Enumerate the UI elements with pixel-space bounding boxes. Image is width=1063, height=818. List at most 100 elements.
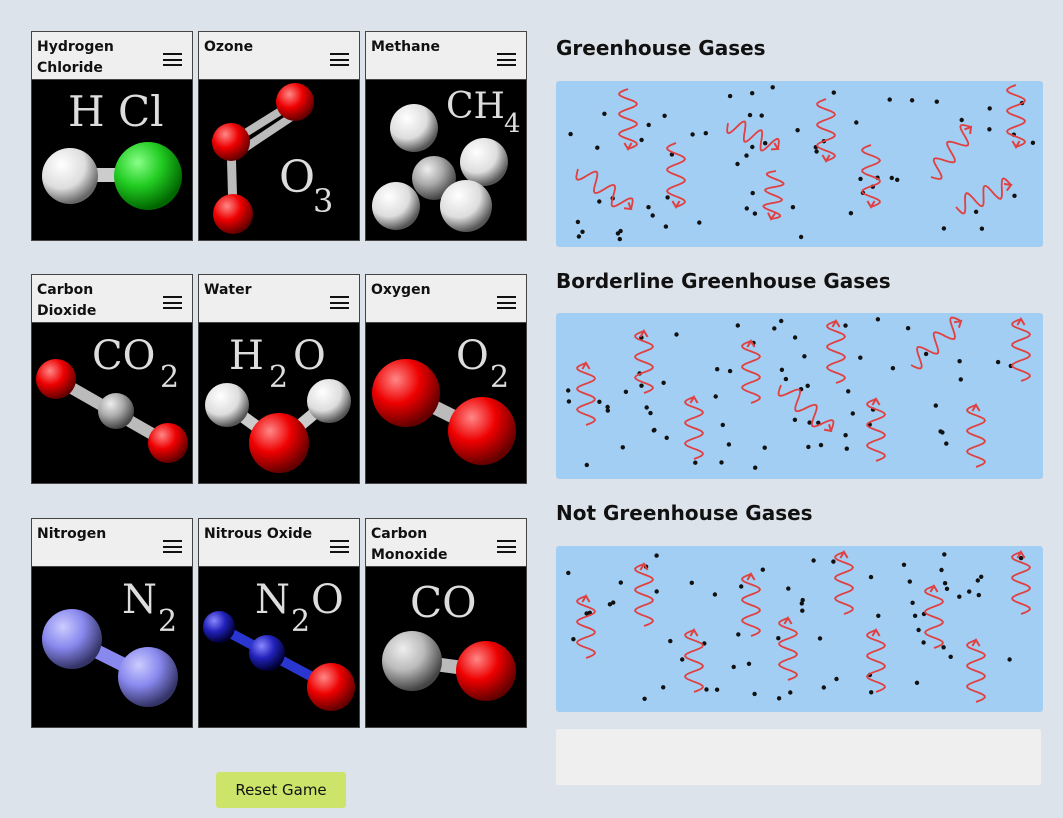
dropzone-not-greenhouse[interactable] [556, 546, 1043, 712]
air-molecule-dot [975, 578, 980, 583]
svg-text:CO: CO [92, 333, 155, 379]
air-molecule-dot [575, 219, 581, 225]
card-title: Hydrogen Chloride [37, 39, 114, 76]
molecule-card-carbon-dioxide[interactable]: Carbon Dioxide CO 2 [31, 274, 193, 484]
air-molecule-dot [668, 638, 673, 644]
air-molecule-dot [944, 586, 950, 591]
radiation-wave-arrow [1010, 318, 1032, 382]
air-molecule-dot [901, 562, 907, 567]
molecule-card-water[interactable]: Water H 2 O [198, 274, 360, 484]
hamburger-menu-icon[interactable] [330, 540, 349, 553]
air-molecule-dot [605, 408, 610, 413]
radiation-wave-arrow [910, 316, 962, 370]
hamburger-menu-icon[interactable] [330, 53, 349, 66]
air-molecule-dot [607, 602, 613, 607]
section-title-not-greenhouse: Not Greenhouse Gases [556, 501, 813, 525]
arrow-head-icon [1016, 550, 1026, 559]
air-molecule-dot [746, 661, 752, 666]
water-molecule-image: H 2 O [205, 333, 351, 473]
air-molecule-dot [571, 637, 576, 642]
air-molecule-dot [783, 376, 789, 382]
radiation-wave-arrow [825, 320, 847, 384]
hamburger-menu-icon[interactable] [163, 53, 182, 66]
svg-text:O: O [311, 577, 344, 623]
ozone-molecule-image: O 3 [212, 83, 333, 234]
air-molecule-dot [674, 332, 679, 337]
air-molecule-dot [912, 613, 918, 618]
air-molecule-dot [750, 190, 755, 196]
air-molecule-dot [895, 177, 900, 182]
air-molecule-dot [831, 559, 836, 564]
svg-text:N: N [255, 577, 290, 623]
hamburger-menu-icon[interactable] [497, 540, 516, 553]
air-molecule-dot [762, 445, 767, 450]
card-title: Nitrous Oxide [204, 526, 313, 542]
air-molecule-dot [644, 405, 649, 410]
nitrogen-molecule-image: N 2 [42, 577, 178, 707]
air-molecule-dot [661, 380, 666, 385]
arrow-head-icon [783, 616, 793, 625]
air-molecule-dot [615, 231, 621, 236]
hamburger-menu-icon[interactable] [163, 296, 182, 309]
svg-text:4: 4 [504, 109, 521, 139]
card-header: Oxygen [366, 275, 526, 323]
molecule-card-hydrogen-chloride[interactable]: Hydrogen Chloride H Cl [31, 31, 193, 241]
arrow-head-icon [929, 584, 939, 593]
dropzone-greenhouse[interactable] [556, 81, 1043, 247]
air-molecule-dot [818, 442, 824, 448]
air-molecule-dot [921, 640, 926, 645]
air-molecule-dot [646, 205, 651, 210]
radiation-wave-arrow [762, 170, 785, 220]
molecule-card-nitrogen[interactable]: Nitrogen N 2 [31, 518, 193, 728]
air-molecule-dot [821, 685, 826, 690]
air-molecule-dot [611, 600, 616, 605]
air-molecule-dot [770, 85, 775, 90]
hamburger-menu-icon[interactable] [497, 53, 516, 66]
air-molecule-dot [736, 632, 741, 637]
air-molecule-dot [831, 90, 836, 95]
svg-text:2: 2 [490, 360, 509, 395]
oxygen-molecule-image: O 2 [372, 333, 516, 465]
air-molecule-dot [623, 389, 629, 394]
air-molecule-dot [876, 613, 881, 618]
dropzone-borderline[interactable] [556, 313, 1043, 479]
air-molecule-dot [976, 592, 981, 598]
hamburger-menu-icon[interactable] [163, 540, 182, 553]
hamburger-menu-icon[interactable] [497, 296, 516, 309]
air-molecule-dot [910, 600, 915, 605]
hamburger-menu-icon[interactable] [330, 296, 349, 309]
air-molecule-dot [731, 664, 736, 670]
air-molecule-dot [792, 417, 798, 422]
radiation-wave-arrow [955, 177, 1012, 215]
air-molecule-dot [790, 205, 796, 210]
air-molecule-dot [664, 435, 669, 440]
reset-game-button[interactable]: Reset Game [216, 772, 346, 808]
molecule-card-methane[interactable]: Methane CH 4 [365, 31, 527, 241]
air-molecule-dot [602, 111, 607, 116]
unsorted-area[interactable] [556, 729, 1041, 785]
air-molecule-dot [712, 592, 718, 597]
air-molecule-dot [944, 441, 949, 446]
air-molecule-dot [958, 377, 963, 382]
molecule-card-ozone[interactable]: Ozone O 3 [198, 31, 360, 241]
radiation-wave-arrow [777, 617, 799, 681]
air-molecule-dot [907, 579, 912, 584]
air-molecule-dot [648, 410, 653, 416]
radiation-wave-arrow [860, 144, 882, 208]
molecule-card-carbon-monoxide[interactable]: Carbon Monoxide CO [365, 518, 527, 728]
air-molecule-dot [776, 696, 782, 701]
air-molecule-dot [795, 128, 800, 133]
carbon-dioxide-molecule-image: CO 2 [36, 333, 188, 463]
air-molecule-dot [713, 394, 718, 399]
air-molecule-dot [807, 420, 812, 425]
air-molecule-dot [973, 209, 979, 214]
air-molecule-dot [651, 428, 656, 433]
air-molecule-dot [654, 589, 659, 594]
arrow-head-icon [671, 200, 681, 209]
card-header: Carbon Monoxide [366, 519, 526, 567]
molecule-card-oxygen[interactable]: Oxygen O 2 [365, 274, 527, 484]
molecule-card-nitrous-oxide[interactable]: Nitrous Oxide N 2 O [198, 518, 360, 728]
air-molecule-dot [844, 446, 849, 451]
arrow-head-icon [1003, 182, 1013, 192]
radiation-wave-arrow [833, 551, 855, 615]
